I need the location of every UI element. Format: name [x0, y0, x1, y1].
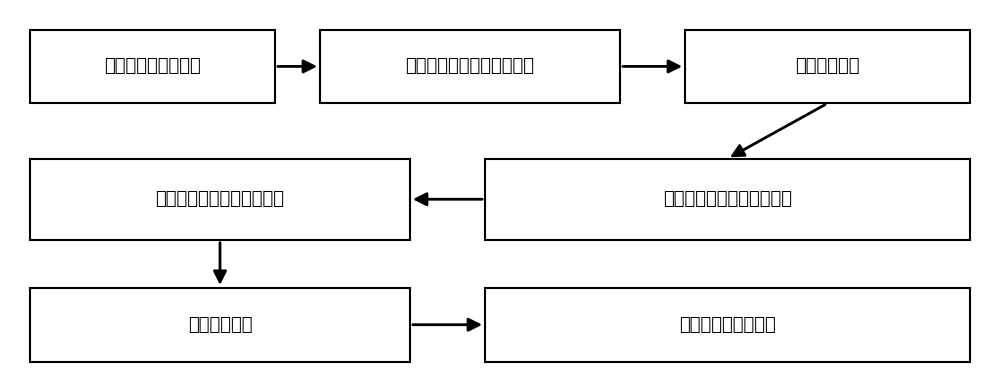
Text: 建立回归方程: 建立回归方程: [188, 316, 252, 334]
FancyBboxPatch shape: [30, 288, 410, 362]
FancyBboxPatch shape: [485, 288, 970, 362]
Text: 仪器设备与药品试剂的准备: 仪器设备与药品试剂的准备: [406, 58, 534, 75]
Text: 样品含量测定与检验: 样品含量测定与检验: [679, 316, 776, 334]
Text: 调试流动相配比和色谱条件: 调试流动相配比和色谱条件: [156, 190, 285, 208]
Text: 茶树嫩芽样品的收集: 茶树嫩芽样品的收集: [104, 58, 201, 75]
Text: 配置流动相、设置色谱条件: 配置流动相、设置色谱条件: [663, 190, 792, 208]
FancyBboxPatch shape: [485, 159, 970, 240]
Text: 样品的前处理: 样品的前处理: [795, 58, 860, 75]
FancyBboxPatch shape: [30, 159, 410, 240]
FancyBboxPatch shape: [30, 30, 275, 103]
FancyBboxPatch shape: [320, 30, 620, 103]
FancyBboxPatch shape: [685, 30, 970, 103]
